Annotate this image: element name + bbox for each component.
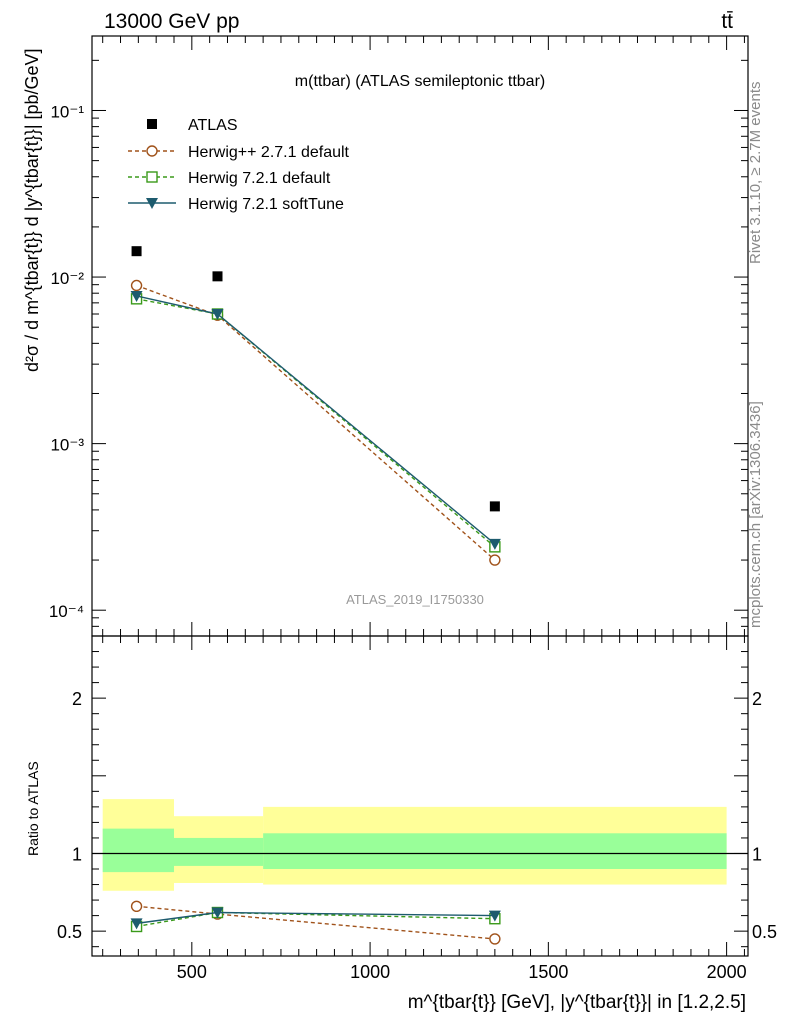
main-y-tick-label: 10⁻³ (50, 436, 84, 455)
inner-uncertainty-band-0 (102, 828, 174, 873)
point-h721s-1 (211, 309, 224, 321)
point-h721s-2 (488, 538, 501, 550)
main-y-tick-label: 10⁻⁴ (49, 602, 84, 621)
legend-marker-data (147, 119, 157, 129)
main-plot-marks (130, 246, 501, 566)
source-label: mcplots.cern.ch [arXiv:1306.3436] (747, 401, 764, 628)
point-data-2 (489, 501, 500, 512)
legend: ATLAS Herwig++ 2.7.1 default Herwig 7.2.1 … (128, 117, 350, 213)
point-data-1 (212, 271, 223, 282)
legend-marker-h721s (146, 198, 158, 209)
ratio-point-h271-0 (130, 900, 143, 912)
ratio-line-h271 (136, 905, 495, 940)
x-tick-label: 1000 (350, 962, 390, 982)
ratio-point-h271-2 (489, 933, 501, 945)
main-y-tick-label: 10⁻¹ (50, 102, 84, 121)
ratio-y-tick-label-right: 0.5 (752, 922, 777, 942)
legend-label-h721s: Herwig 7.2.1 softTune (188, 196, 344, 213)
energy-label: 13000 GeV pp (104, 10, 239, 33)
y-axis-label-main: d²σ / d m^{tbar{t}} d |y^{tbar{t}}| [pb/… (22, 48, 42, 372)
inner-uncertainty-band-1 (174, 837, 264, 866)
analysis-watermark: ATLAS_2019_I1750330 (346, 592, 484, 607)
x-tick-label: 2000 (707, 962, 747, 982)
ratio-point-h721s-2 (488, 910, 501, 922)
ratio-plot-marks (130, 900, 501, 945)
ratio-point-h721s-1 (211, 907, 224, 919)
process-label: tt̄ (721, 10, 733, 33)
x-tick-label: 1500 (528, 962, 568, 982)
ratio-y-tick-label-left: 0.5 (57, 922, 82, 942)
point-h271-0 (130, 279, 143, 292)
point-h721s-0 (130, 290, 143, 302)
legend-marker-h721 (146, 171, 158, 183)
chart-title: m(ttbar) (ATLAS semileptonic ttbar) (295, 73, 545, 90)
point-h271-2 (489, 554, 501, 566)
ratio-y-tick-label-right: 2 (752, 689, 762, 709)
legend-label-h721: Herwig 7.2.1 default (188, 170, 331, 187)
legend-marker-h271 (146, 145, 158, 157)
ratio-line-h721 (136, 911, 495, 928)
ratio-y-tick-label-right: 1 (752, 844, 762, 864)
main-plot-area (92, 36, 748, 636)
x-tick-label: 500 (177, 962, 207, 982)
inner-uncertainty-band-2 (263, 833, 727, 870)
series-line-h721 (136, 298, 496, 548)
ratio-plot-area (92, 636, 748, 956)
ratio-y-tick-label-left: 2 (72, 689, 82, 709)
point-data-0 (131, 246, 142, 257)
main-panel (92, 36, 748, 636)
main-y-tick-label: 10⁻² (50, 269, 84, 288)
rivet-label: Rivet 3.1.10, ≥ 2.7M events (747, 82, 764, 265)
y-axis-label-ratio: Ratio to ATLAS (25, 761, 41, 856)
x-axis-label: m^{tbar{t}} [GeV], |y^{tbar{t}}| in [1.2… (408, 992, 746, 1013)
ratio-y-tick-label-left: 1 (72, 844, 82, 864)
legend-label-h271: Herwig++ 2.7.1 default (188, 144, 350, 161)
ratio-panel (92, 636, 748, 956)
legend-label-data: ATLAS (188, 117, 238, 134)
ratio-frame (91, 635, 749, 957)
ratio-point-h721s-0 (130, 918, 143, 930)
